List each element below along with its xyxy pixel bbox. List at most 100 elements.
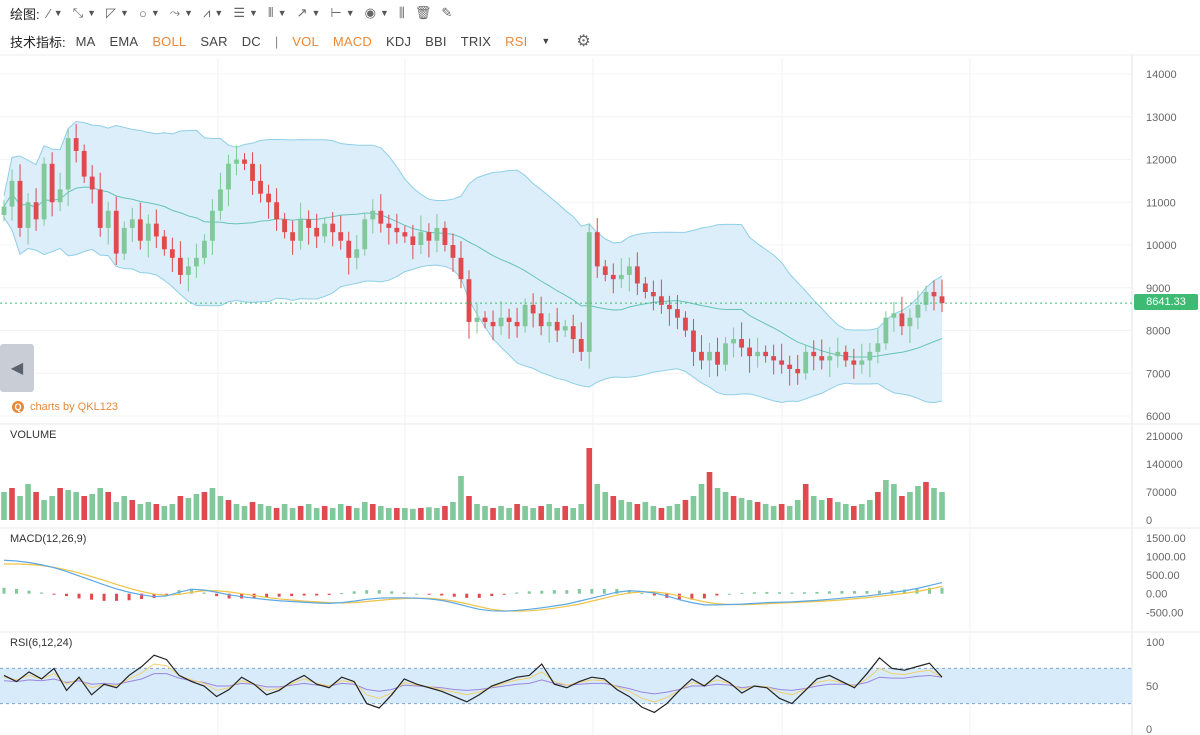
ray-tool-icon[interactable]: ⤡ ▼ [72, 5, 97, 20]
price-tick-label: 13000 [1146, 112, 1177, 124]
volume-bar [418, 508, 424, 520]
macd-histogram-bar [415, 593, 419, 595]
volume-bar [297, 506, 304, 520]
volume-bar [313, 508, 320, 520]
volume-bar [810, 496, 817, 520]
macd-histogram-bar [290, 593, 294, 597]
candle-body [562, 326, 568, 331]
macd-tick-label: 500.00 [1146, 570, 1180, 582]
candle-body [795, 368, 801, 374]
candle-body [530, 304, 536, 314]
candle-body [362, 219, 368, 250]
triangle-tool-icon[interactable]: ◸ ▼ [106, 5, 129, 20]
candle-body [426, 232, 432, 241]
trash-icon[interactable]: 🗑 [414, 5, 432, 20]
indicator-vol[interactable]: VOL [292, 33, 319, 49]
candle-body [634, 266, 640, 284]
candle-body [891, 313, 897, 318]
pattern-tool-icon[interactable]: ⩘ ▼ [203, 5, 224, 20]
brush-icon[interactable]: ✎ [441, 5, 453, 20]
volume-bar [41, 500, 47, 520]
path-tool-icon[interactable]: ⤳ ▼ [169, 5, 194, 20]
candle-body [675, 309, 680, 318]
macd-histogram-bar [52, 593, 56, 595]
macd-histogram-bar [865, 591, 869, 594]
macd-histogram-bar [515, 592, 519, 594]
volume-bar [562, 506, 569, 520]
volume-bar [474, 504, 480, 520]
macd-histogram-bar [302, 593, 306, 596]
candle-body [266, 193, 271, 203]
macd-tick-label: 1500.00 [1146, 533, 1186, 545]
macd-histogram-bar [490, 593, 494, 597]
comment-tool-icon[interactable]: ◉ ▼ [364, 5, 389, 20]
candle-body [691, 330, 696, 352]
candle-body [194, 257, 199, 267]
macd-histogram-bar [802, 592, 806, 594]
indicator-rsi[interactable]: RSI [505, 33, 528, 49]
indicator-sar[interactable]: SAR [200, 33, 228, 49]
circle-tool-icon[interactable]: ○ ▼ [138, 5, 160, 21]
arrow-tool-icon[interactable]: ↗ ▼ [296, 5, 321, 20]
macd-histogram-bar [727, 593, 731, 595]
volume-bar [834, 502, 841, 520]
volume-bar [802, 484, 809, 520]
volume-bar [899, 496, 905, 520]
candle-body [466, 279, 472, 322]
volume-bar [875, 492, 881, 520]
candle-body [723, 343, 728, 365]
volume-bar [273, 508, 280, 520]
volume-bar [602, 492, 609, 520]
indicator-ema[interactable]: EMA [109, 33, 139, 49]
boll-upper [3, 120, 943, 331]
candle-body [667, 304, 672, 310]
macd-dif-line [3, 559, 943, 612]
gear-icon[interactable]: ⚙ [576, 33, 591, 50]
volume-bar [506, 508, 512, 520]
indicator-bbi[interactable]: BBI [425, 33, 447, 49]
volume-bar [610, 496, 617, 520]
macd-histogram-bar [315, 593, 319, 596]
indicator-dc[interactable]: DC [241, 33, 261, 49]
indicator-boll[interactable]: BOLL [152, 33, 187, 49]
volume-bar [217, 496, 224, 520]
candle-body [346, 240, 352, 258]
volume-bar [490, 508, 496, 520]
line-tool-icon[interactable]: ⁄ ▼ [47, 5, 63, 21]
macd-dea-line [4, 563, 943, 612]
candle-body [586, 232, 592, 352]
volume-bar [305, 504, 312, 520]
macd-histogram-bar [227, 593, 231, 599]
indicator-macd[interactable]: MACD [332, 33, 372, 49]
candle-body [827, 356, 833, 361]
bar-chart-icon[interactable]: ⫼ [398, 5, 405, 20]
volume-bar [386, 508, 392, 520]
range-tool-icon[interactable]: ⊢ ▼ [330, 5, 355, 20]
macd-histogram-bar [690, 593, 694, 600]
fib-tool-icon[interactable]: ☰ ▼ [233, 5, 258, 20]
macd-histogram-bar [902, 589, 906, 594]
drawing-toolbar: 绘图: ⁄ ▼ ⤡ ▼ ◸ ▼ ○ ▼ ⤳ ▼ ⩘ ▼ ☰ ▼ ⦀ ▼ ↗ ▼ ⊢ ▼ ◉ ▼ ⫼ 🗑 ✎ [0, 0, 1200, 26]
indicator-kdj[interactable]: KDJ [385, 33, 412, 49]
volume-bar [450, 502, 456, 520]
volume-bar [193, 494, 200, 520]
volume-bar [778, 504, 785, 520]
candle-body [113, 210, 119, 254]
vertical-lines-tool-icon[interactable]: ⦀ ▼ [267, 5, 287, 20]
volume-bar [169, 504, 176, 520]
volume-bar [410, 508, 416, 520]
indicator-more-dropdown-icon[interactable]: ▼ [541, 36, 551, 46]
indicator-ma[interactable]: MA [75, 33, 96, 49]
candle-body [17, 180, 23, 228]
volume-bar [915, 486, 921, 520]
volume-bar [498, 506, 504, 520]
scroll-left-button[interactable]: ◀ [0, 344, 34, 392]
volume-bar [137, 504, 144, 520]
candle-body [683, 317, 688, 331]
macd-histogram-bar [540, 590, 544, 594]
volume-bar [690, 496, 697, 520]
rsi-tick-label: 0 [1146, 724, 1152, 735]
indicator-trix[interactable]: TRIX [460, 33, 492, 49]
